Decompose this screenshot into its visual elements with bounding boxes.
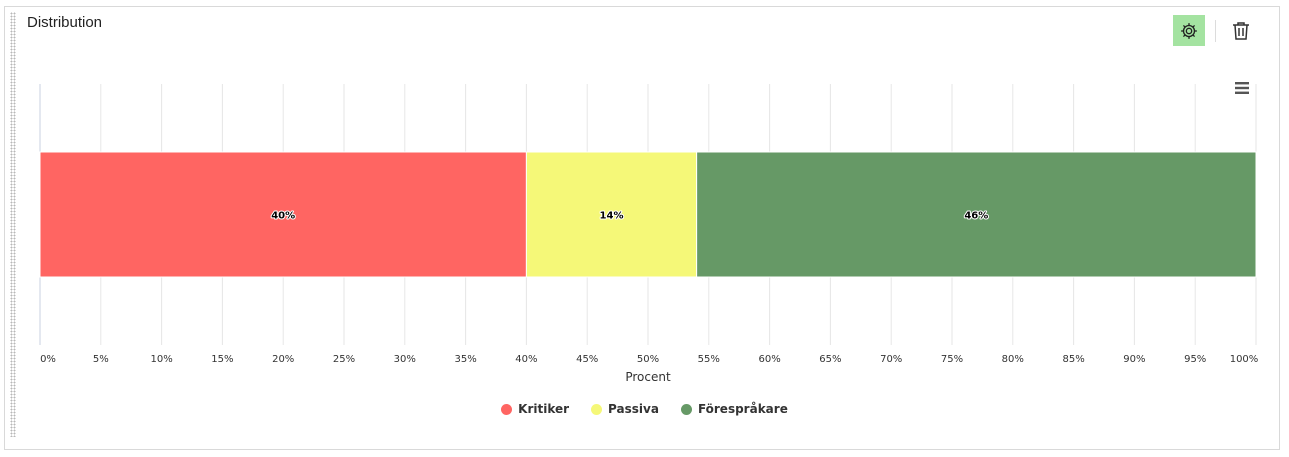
x-tick-label: 60% [758,354,780,365]
legend-marker [501,403,513,415]
legend-marker [680,403,692,415]
x-tick-label: 90% [1123,354,1145,365]
legend-item[interactable]: Passiva [591,402,659,416]
delete-button[interactable] [1228,17,1254,45]
x-tick-label: 80% [1002,354,1024,365]
legend-label: Förespråkare [697,402,788,416]
chart-bar-labels: 40% 14% 46% [270,210,989,223]
x-tick-label: 40% [515,354,537,365]
x-tick-label: 55% [698,354,720,365]
legend-label: Passiva [608,402,659,416]
x-tick-label: 5% [93,354,109,365]
widget-title: Distribution [27,14,103,31]
chart-legend: Kritiker Passiva Förespråkare [0,402,1289,416]
drag-handle[interactable] [10,12,16,437]
x-tick-label: 100% [1230,354,1259,365]
distribution-chart: 40% 14% 46% 0% 5% 10% 15% 20% 25% 30% 35% 40% 45% 50… [39,84,1258,384]
x-tick-label: 45% [576,354,598,365]
bar-segment-1[interactable] [39,151,527,278]
gear-icon [1181,22,1197,39]
bar-segment-2[interactable] [525,151,698,278]
chart-menu-button[interactable] [1232,80,1252,96]
x-tick-label: 20% [272,354,294,365]
legend-item[interactable]: Kritiker [501,402,569,416]
x-tick-label: 10% [150,354,172,365]
x-axis-title: Procent [625,370,671,384]
legend-item[interactable]: Förespråkare [680,402,788,416]
x-tick-label: 0% [40,354,56,365]
settings-button[interactable] [1173,15,1205,46]
x-tick-label: 75% [941,354,963,365]
x-tick-label: 15% [211,354,233,365]
x-tick-label: 50% [637,354,659,365]
bar-data-label: 46% [964,211,988,222]
x-tick-label: 85% [1062,354,1084,365]
trash-icon [1233,22,1249,40]
bar-segment-3[interactable] [696,151,1257,278]
legend-marker [591,403,603,415]
x-tick-label: 35% [454,354,476,365]
bar-data-label: 40% [271,211,295,222]
x-tick-label: 30% [394,354,416,365]
x-tick-label: 95% [1184,354,1206,365]
hamburger-menu-icon [1235,82,1249,94]
x-axis-ticks: 0% 5% 10% 15% 20% 25% 30% 35% 40% 45% 50% 55% 60% 65%… [40,354,1258,365]
legend-label: Kritiker [518,402,570,416]
x-tick-label: 70% [880,354,902,365]
toolbar-divider [1215,20,1216,42]
x-tick-label: 25% [333,354,355,365]
chart-bars [39,151,1257,278]
x-tick-label: 65% [819,354,841,365]
bar-data-label: 14% [600,211,624,222]
